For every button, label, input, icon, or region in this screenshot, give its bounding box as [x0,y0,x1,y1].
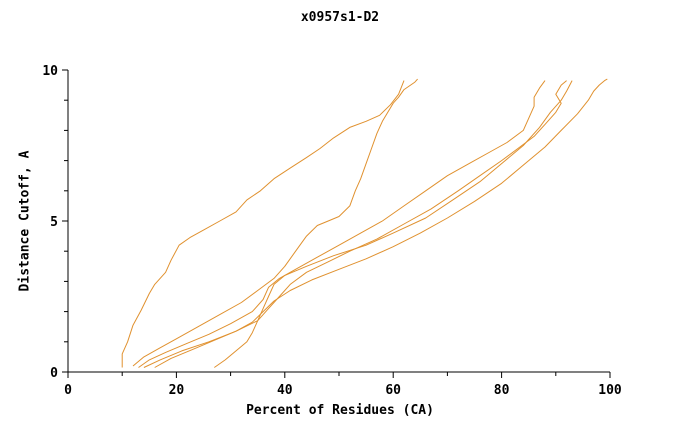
curve-6 [154,78,608,368]
x-axis-label: Percent of Residues (CA) [246,403,434,418]
x-tick-label: 40 [277,383,293,398]
curve-4 [143,80,567,368]
y-tick-label: 5 [50,215,58,230]
curve-1 [121,80,405,368]
x-tick-label: 100 [598,383,622,398]
x-tick-label: 60 [385,383,401,398]
y-tick-label: 10 [42,64,58,79]
y-tick-label: 0 [50,366,58,381]
plot-title: x0957s1-D2 [300,10,380,25]
y-axis-label: Distance Cutoff, A [17,150,33,292]
x-tick-label: 0 [64,383,72,398]
curve-5 [214,80,573,368]
x-tick-label: 20 [169,383,185,398]
curve-2 [132,78,418,367]
x-tick-label: 80 [494,383,510,398]
curve-3 [138,80,546,368]
